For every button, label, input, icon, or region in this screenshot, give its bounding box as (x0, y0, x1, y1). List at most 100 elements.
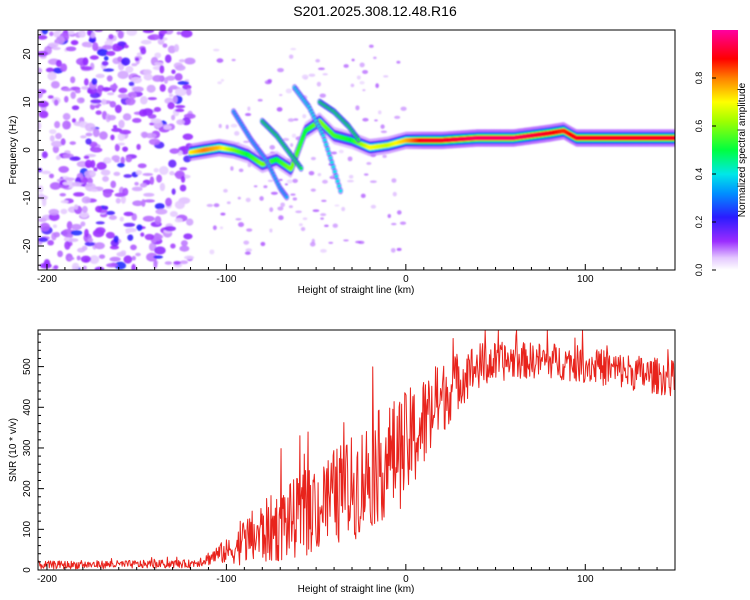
heatmap-noise-blob (113, 171, 121, 177)
heatmap-noise-blob (117, 132, 126, 141)
heatmap-faint-blob (287, 118, 295, 122)
heatmap-noise-blob (174, 200, 185, 210)
heatmap-faint-blob (370, 204, 377, 209)
heatmap-branch-blob (337, 184, 341, 188)
heatmap-branch-blob (322, 138, 327, 142)
heatmap-noise-blob (38, 90, 43, 99)
heatmap-noise-blob (143, 73, 153, 81)
heatmap-noise-blob (97, 84, 105, 92)
heatmap-noise-blob (116, 251, 126, 257)
heatmap-faint-blob (343, 239, 349, 242)
heatmap-branch-blob (299, 166, 303, 171)
heatmap-noise-blob (158, 32, 164, 40)
heatmap-faint-blob (231, 58, 236, 62)
heatmap-faint-blob (350, 83, 355, 88)
heatmap-noise-blob (92, 128, 100, 138)
heatmap-noise-blob (80, 135, 87, 139)
heatmap-noise-blob (64, 240, 71, 250)
heatmap-noise-blob (131, 63, 138, 67)
heatmap-noise-blob (101, 44, 113, 50)
heatmap-noise-blob (76, 255, 81, 261)
heatmap-noise-blob (144, 233, 155, 241)
heatmap-noise-blob (128, 81, 135, 87)
heatmap-noise-blob (48, 208, 60, 216)
heatmap-noise-blob (163, 124, 172, 130)
heatmap-noise-blob (111, 155, 120, 162)
heatmap-noise-blob (186, 218, 194, 226)
heatmap-noise-blob (81, 196, 91, 204)
snr-series-line (38, 330, 675, 570)
heatmap-noise-blob (83, 155, 90, 159)
heatmap-faint-blob (324, 224, 329, 227)
heatmap-noise-blob (170, 243, 176, 249)
heatmap-noise-blob (67, 256, 75, 261)
heatmap-noise-blob (111, 127, 123, 132)
heatmap-noise-blob (148, 138, 161, 146)
heatmap-noise-blob (94, 242, 105, 250)
spectrogram-x-tick-label: -100 (216, 274, 236, 285)
heatmap-noise-blob (186, 88, 192, 96)
heatmap-faint-blob (245, 197, 251, 203)
heatmap-noise-blob (80, 66, 93, 71)
heatmap-faint-blob (392, 191, 397, 197)
heatmap-noise-blob (80, 221, 86, 227)
heatmap-noise-blob (125, 230, 131, 234)
heatmap-noise-blob (55, 132, 62, 140)
spectrogram-y-tick-label: 0 (22, 147, 33, 153)
heatmap-noise-blob (89, 55, 99, 60)
heatmap-noise-blob (97, 48, 109, 57)
heatmap-noise-blob (109, 84, 118, 90)
heatmap-noise-blob (92, 42, 99, 52)
heatmap-faint-blob (359, 62, 365, 68)
heatmap-noise-blob (83, 78, 89, 86)
colorbar-ticks: 0.0 0.2 0.4 0.6 0.8 (694, 72, 716, 276)
heatmap-noise-blob (117, 41, 126, 47)
heatmap-noise-blob (134, 181, 139, 186)
heatmap-noise-blob (89, 103, 96, 110)
heatmap-noise-blob (96, 162, 107, 170)
heatmap-noise-blob (70, 76, 76, 84)
heatmap-noise-blob (159, 166, 169, 175)
heatmap-faint-blob (320, 249, 327, 253)
heatmap-noise-blob (178, 59, 186, 63)
heatmap-noise-blob (130, 244, 137, 251)
heatmap-noise-blob (173, 44, 180, 52)
heatmap-noise-blob (163, 77, 169, 84)
heatmap-faint-blob (230, 166, 234, 171)
heatmap-faint-blob (320, 217, 324, 220)
heatmap-noise-blob (70, 230, 83, 236)
heatmap-faint-blob (269, 207, 274, 213)
heatmap-noise-blob (66, 221, 73, 230)
heatmap-noise-blob (167, 102, 175, 110)
heatmap-noise-blob (68, 238, 79, 243)
heatmap-noise-blob (71, 223, 82, 231)
heatmap-faint-blob (277, 206, 284, 211)
heatmap-noise-blob (125, 66, 134, 74)
snr-x-label: Height of straight line (km) (298, 584, 415, 595)
heatmap-noise-blob (122, 113, 132, 121)
heatmap-noise-blob (81, 245, 88, 251)
heatmap-noise-blob (60, 63, 68, 72)
heatmap-noise-blob (57, 250, 63, 258)
heatmap-noise-blob (137, 163, 147, 169)
heatmap-noise-blob (101, 60, 109, 66)
colorbar-tick-label: 0.8 (694, 72, 704, 85)
heatmap-noise-blob (123, 174, 133, 178)
heatmap-noise-blob (153, 106, 162, 113)
heatmap-noise-blob (146, 84, 156, 93)
heatmap-blobs (38, 30, 675, 270)
heatmap-faint-blob (288, 205, 293, 209)
colorbar-label: Normalized spectral amplitude (737, 82, 748, 217)
heatmap-faint-blob (348, 174, 354, 179)
heatmap-noise-blob (95, 73, 105, 79)
heatmap-noise-blob (109, 245, 120, 250)
heatmap-faint-blob (357, 240, 365, 245)
heatmap-noise-blob (140, 95, 148, 105)
heatmap-noise-blob (154, 215, 162, 225)
heatmap-faint-blob (225, 124, 229, 130)
heatmap-noise-blob (120, 194, 126, 204)
heatmap-noise-blob (55, 155, 61, 161)
heatmap-faint-blob (220, 78, 225, 82)
heatmap-noise-blob (147, 97, 157, 101)
